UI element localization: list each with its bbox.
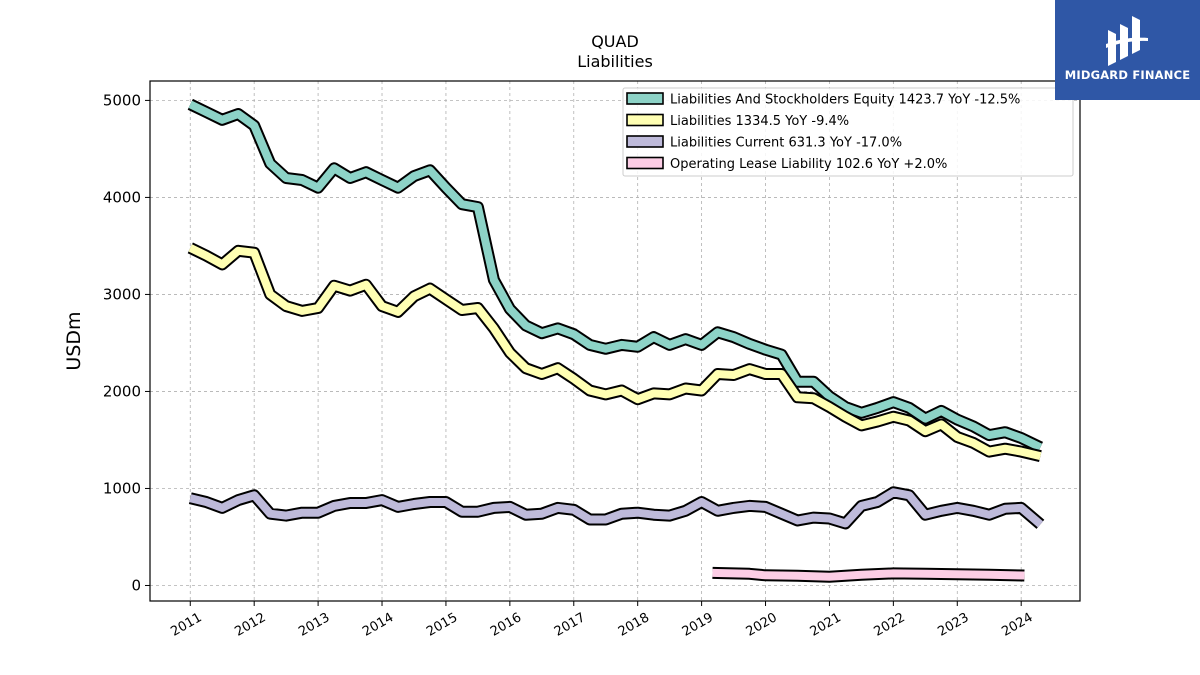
- y-tick-label: 3000: [103, 285, 141, 303]
- legend-label: Operating Lease Liability 102.6 YoY +2.0…: [670, 157, 947, 172]
- legend-box: [622, 87, 1074, 177]
- brand-logo: MIDGARD FINANCE: [1055, 0, 1200, 100]
- series-line-3: [712, 566, 1025, 583]
- x-tick-label: 2011: [168, 610, 204, 640]
- y-tick-label: 2000: [103, 382, 141, 400]
- x-tick-label: 2012: [232, 610, 268, 640]
- y-axis-label: USDm: [63, 311, 85, 370]
- chart-subtitle: Liabilities: [577, 52, 653, 71]
- x-tick-label: 2016: [488, 610, 524, 640]
- legend-swatch: [626, 113, 664, 127]
- x-tick-label: 2020: [744, 610, 780, 640]
- x-tick-label: 2022: [872, 610, 908, 640]
- legend-label: Liabilities 1334.5 YoY -9.4%: [670, 114, 849, 129]
- series-line-1: [187, 242, 1042, 462]
- series-fill: [188, 244, 1042, 460]
- x-axis: 2011 2012 2013 2014 2015 2016 2017 2018 2019 2020…: [168, 601, 1036, 640]
- chart-title: QUAD: [591, 32, 639, 51]
- y-tick-label: 4000: [103, 188, 141, 206]
- x-tick-label: 2024: [999, 610, 1035, 640]
- legend-swatch: [626, 92, 664, 105]
- series-fill: [188, 100, 1043, 451]
- midgard-logo-icon: [1106, 16, 1148, 66]
- y-tick-label: 0: [131, 576, 141, 594]
- legend: Liabilities And Stockholders Equity 1423…: [622, 87, 1074, 177]
- x-tick-label: 2021: [808, 610, 844, 640]
- y-tick-label: 1000: [103, 479, 141, 497]
- legend-label: Liabilities And Stockholders Equity 1423…: [670, 93, 1020, 108]
- y-axis: 0 1000 2000 3000 4000 5000: [103, 91, 150, 594]
- x-tick-label: 2019: [680, 610, 716, 640]
- x-tick-label: 2023: [935, 610, 971, 640]
- series-line-2: [188, 486, 1045, 530]
- series-line-0: [187, 98, 1044, 453]
- series-layer: [187, 98, 1045, 583]
- series-fill: [189, 488, 1043, 528]
- legend-swatch: [626, 156, 664, 170]
- x-tick-label: 2017: [552, 610, 588, 640]
- x-tick-label: 2013: [296, 610, 332, 640]
- plot-frame: [149, 80, 1081, 602]
- brand-name: MIDGARD FINANCE: [1064, 68, 1191, 82]
- legend-swatch: [626, 135, 664, 148]
- x-tick-label: 2015: [424, 610, 460, 640]
- x-tick-label: 2014: [360, 610, 396, 640]
- legend-label: Liabilities Current 631.3 YoY -17.0%: [670, 136, 902, 151]
- y-tick-label: 5000: [103, 91, 141, 109]
- series-fill: [712, 568, 1025, 581]
- x-tick-label: 2018: [616, 610, 652, 640]
